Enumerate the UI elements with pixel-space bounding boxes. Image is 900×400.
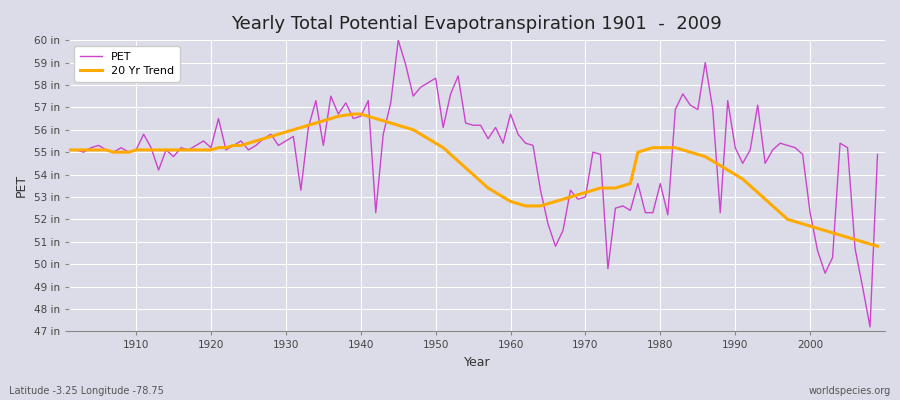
20 Yr Trend: [872, 244, 883, 249]
PET: [872, 152, 883, 157]
PET: [288, 134, 299, 139]
PET: [505, 112, 516, 116]
PET: [602, 266, 613, 271]
X-axis label: Year: Year: [464, 356, 490, 369]
20 Yr Trend: [348, 112, 359, 116]
20 Yr Trend: [602, 186, 613, 190]
Line: PET: PET: [68, 40, 878, 327]
Y-axis label: PET: PET: [15, 174, 28, 197]
Text: worldspecies.org: worldspecies.org: [809, 386, 891, 396]
Legend: PET, 20 Yr Trend: PET, 20 Yr Trend: [75, 46, 180, 82]
PET: [123, 150, 134, 154]
Title: Yearly Total Potential Evapotranspiration 1901  -  2009: Yearly Total Potential Evapotranspiratio…: [231, 15, 722, 33]
20 Yr Trend: [513, 201, 524, 206]
20 Yr Trend: [63, 148, 74, 152]
Line: 20 Yr Trend: 20 Yr Trend: [68, 114, 878, 246]
PET: [513, 132, 524, 137]
20 Yr Trend: [288, 127, 299, 132]
PET: [333, 112, 344, 116]
PET: [392, 38, 403, 42]
20 Yr Trend: [333, 114, 344, 119]
20 Yr Trend: [505, 199, 516, 204]
20 Yr Trend: [123, 150, 134, 154]
PET: [63, 148, 74, 152]
PET: [865, 324, 876, 329]
Text: Latitude -3.25 Longitude -78.75: Latitude -3.25 Longitude -78.75: [9, 386, 164, 396]
